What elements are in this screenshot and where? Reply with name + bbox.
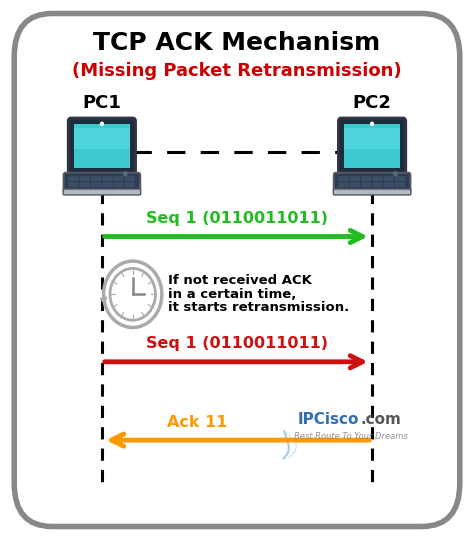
Text: Ack 11: Ack 11 bbox=[166, 415, 227, 430]
FancyBboxPatch shape bbox=[125, 183, 135, 187]
FancyBboxPatch shape bbox=[362, 183, 371, 187]
FancyBboxPatch shape bbox=[340, 173, 404, 175]
Text: IPCisco: IPCisco bbox=[298, 412, 359, 427]
FancyBboxPatch shape bbox=[334, 173, 410, 192]
FancyBboxPatch shape bbox=[74, 128, 130, 150]
FancyBboxPatch shape bbox=[74, 125, 130, 167]
Text: PC1: PC1 bbox=[82, 93, 121, 112]
FancyBboxPatch shape bbox=[350, 183, 360, 187]
Text: (Missing Packet Retransmission): (Missing Packet Retransmission) bbox=[72, 62, 402, 80]
FancyBboxPatch shape bbox=[395, 183, 405, 187]
Text: PC2: PC2 bbox=[353, 93, 392, 112]
FancyBboxPatch shape bbox=[114, 177, 123, 181]
FancyBboxPatch shape bbox=[63, 189, 141, 195]
FancyBboxPatch shape bbox=[344, 128, 400, 150]
FancyBboxPatch shape bbox=[69, 177, 78, 181]
FancyBboxPatch shape bbox=[350, 177, 360, 181]
FancyBboxPatch shape bbox=[373, 177, 383, 181]
Circle shape bbox=[371, 122, 374, 125]
FancyBboxPatch shape bbox=[91, 177, 101, 181]
Text: TCP ACK Mechanism: TCP ACK Mechanism bbox=[93, 31, 381, 55]
FancyBboxPatch shape bbox=[338, 118, 406, 176]
FancyBboxPatch shape bbox=[80, 177, 90, 181]
Text: in a certain time,: in a certain time, bbox=[168, 288, 296, 301]
FancyBboxPatch shape bbox=[68, 118, 136, 176]
FancyBboxPatch shape bbox=[362, 177, 371, 181]
FancyBboxPatch shape bbox=[384, 183, 393, 187]
FancyBboxPatch shape bbox=[384, 177, 393, 181]
FancyBboxPatch shape bbox=[102, 183, 112, 187]
FancyBboxPatch shape bbox=[125, 177, 135, 181]
Text: it starts retransmission.: it starts retransmission. bbox=[168, 301, 349, 314]
FancyBboxPatch shape bbox=[373, 183, 383, 187]
FancyBboxPatch shape bbox=[114, 183, 123, 187]
Circle shape bbox=[394, 172, 397, 176]
FancyBboxPatch shape bbox=[80, 183, 90, 187]
Text: Seq 1 (0110011011): Seq 1 (0110011011) bbox=[146, 336, 328, 352]
Circle shape bbox=[110, 268, 155, 320]
FancyBboxPatch shape bbox=[395, 177, 405, 181]
FancyBboxPatch shape bbox=[69, 183, 78, 187]
FancyBboxPatch shape bbox=[70, 173, 134, 175]
Text: Best Route To Your Dreams: Best Route To Your Dreams bbox=[294, 433, 408, 441]
FancyBboxPatch shape bbox=[64, 173, 140, 192]
FancyBboxPatch shape bbox=[14, 14, 460, 526]
Circle shape bbox=[100, 122, 103, 125]
FancyBboxPatch shape bbox=[344, 125, 400, 167]
Text: Seq 1 (0110011011): Seq 1 (0110011011) bbox=[146, 211, 328, 226]
FancyBboxPatch shape bbox=[102, 177, 112, 181]
FancyBboxPatch shape bbox=[91, 183, 101, 187]
Text: If not received ACK: If not received ACK bbox=[168, 274, 312, 287]
Circle shape bbox=[124, 172, 127, 176]
Text: .com: .com bbox=[360, 412, 401, 427]
FancyBboxPatch shape bbox=[339, 177, 348, 181]
FancyBboxPatch shape bbox=[339, 183, 348, 187]
FancyBboxPatch shape bbox=[333, 189, 411, 195]
